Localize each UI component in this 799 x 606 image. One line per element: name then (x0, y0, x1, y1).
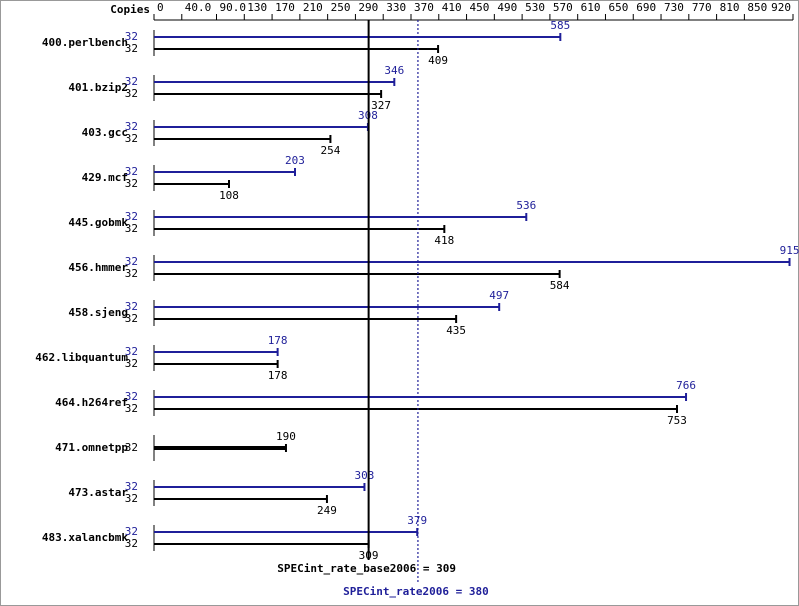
value-label: 249 (317, 504, 337, 517)
copies-label: 32 (125, 345, 138, 358)
value-label: 254 (320, 144, 340, 157)
copies-label: 32 (125, 492, 138, 505)
value-label: 915 (780, 244, 799, 257)
value-label: 178 (268, 369, 288, 382)
x-tick-label: 210 (303, 1, 323, 14)
header: Copies (110, 3, 150, 16)
x-tick-label: 530 (525, 1, 545, 14)
value-label: 190 (276, 430, 296, 443)
copies-label: 32 (125, 402, 138, 415)
x-tick-label: 250 (331, 1, 351, 14)
copies-label: 32 (125, 177, 138, 190)
value-label: 203 (285, 154, 305, 167)
value-label: 379 (407, 514, 427, 527)
value-label: 536 (516, 199, 536, 212)
value-label: 584 (550, 279, 570, 292)
copies-label: 32 (125, 357, 138, 370)
x-tick-label: 690 (636, 1, 656, 14)
benchmark-label: 400.perlbench (42, 36, 128, 49)
copies-label: 32 (125, 75, 138, 88)
x-tick-label: 290 (358, 1, 378, 14)
benchmark-label: 464.h264ref (55, 396, 128, 409)
x-tick-label: 490 (497, 1, 517, 14)
value-label: 327 (371, 99, 391, 112)
copies-label: 32 (125, 537, 138, 550)
x-tick-label: 170 (275, 1, 295, 14)
copies-label: 32 (125, 87, 138, 100)
copies-label: 32 (125, 165, 138, 178)
copies-label: 32 (125, 30, 138, 43)
summary-label: SPECint_rate_base2006 = 309 (277, 562, 456, 575)
x-tick-label: 40.0 (185, 1, 212, 14)
x-tick-label: 730 (664, 1, 684, 14)
copies-label: 32 (125, 441, 138, 454)
benchmark-label: 462.libquantum (35, 351, 128, 364)
benchmark-label: 456.hmmer (68, 261, 128, 274)
x-tick-label: 650 (608, 1, 628, 14)
benchmark-label: 401.bzip2 (68, 81, 128, 94)
value-label: 585 (550, 19, 570, 32)
copies-label: 32 (125, 300, 138, 313)
benchmark-label: 471.omnetpp (55, 441, 128, 454)
benchmark-label: 445.gobmk (68, 216, 128, 229)
value-label: 435 (446, 324, 466, 337)
x-tick-label: 450 (470, 1, 490, 14)
x-tick-label: 330 (386, 1, 406, 14)
x-tick-label: 0 (157, 1, 164, 14)
benchmark-label: 458.sjeng (68, 306, 128, 319)
copies-label: 32 (125, 255, 138, 268)
x-tick-label: 920 (771, 1, 791, 14)
copies-label: 32 (125, 312, 138, 325)
benchmark-label: 483.xalancbmk (42, 531, 128, 544)
value-label: 409 (428, 54, 448, 67)
value-label: 108 (219, 189, 239, 202)
x-tick-label: 130 (247, 1, 267, 14)
copies-label: 32 (125, 390, 138, 403)
value-label: 418 (434, 234, 454, 247)
x-tick-label: 570 (553, 1, 573, 14)
summary-label: SPECint_rate2006 = 380 (343, 585, 489, 598)
copies-label: 32 (125, 132, 138, 145)
copies-label: 32 (125, 267, 138, 280)
x-tick-label: 850 (747, 1, 767, 14)
value-label: 497 (489, 289, 509, 302)
copies-label: 32 (125, 525, 138, 538)
copies-label: 32 (125, 222, 138, 235)
copies-label: 32 (125, 120, 138, 133)
value-label: 753 (667, 414, 687, 427)
x-tick-label: 610 (581, 1, 601, 14)
x-tick-label: 810 (720, 1, 740, 14)
copies-label: 32 (125, 480, 138, 493)
x-tick-label: 770 (692, 1, 712, 14)
benchmark-label: 403.gcc (82, 126, 128, 139)
x-tick-label: 410 (442, 1, 462, 14)
copies-label: 32 (125, 42, 138, 55)
copies-label: 32 (125, 210, 138, 223)
value-label: 178 (268, 334, 288, 347)
benchmark-label: 429.mcf (82, 171, 128, 184)
x-tick-label: 90.0 (220, 1, 247, 14)
value-label: 303 (355, 469, 375, 482)
value-label: 766 (676, 379, 696, 392)
value-label: 346 (384, 64, 404, 77)
benchmark-label: 473.astar (68, 486, 128, 499)
x-tick-label: 370 (414, 1, 434, 14)
